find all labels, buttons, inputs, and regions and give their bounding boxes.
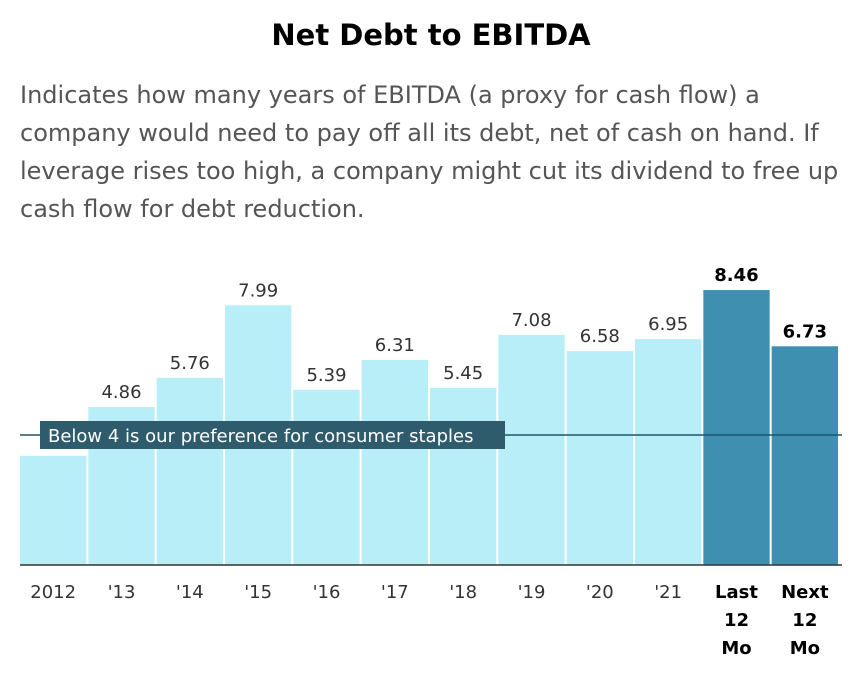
x-tick-label-0: 2012 bbox=[30, 582, 76, 603]
bar-8 bbox=[566, 351, 633, 565]
bar-5 bbox=[361, 359, 428, 565]
bar-4 bbox=[293, 389, 360, 565]
bar-2 bbox=[156, 377, 223, 565]
x-tick-label-4: '16 bbox=[313, 582, 341, 603]
value-label-10: 8.46 bbox=[714, 265, 758, 286]
bar-10 bbox=[703, 290, 770, 565]
x-tick-line: 12 bbox=[792, 610, 817, 631]
value-label-3: 7.99 bbox=[238, 280, 278, 301]
x-tick-line: '13 bbox=[108, 582, 136, 603]
value-label-2: 5.76 bbox=[170, 353, 210, 374]
chart-title: Net Debt to EBITDA bbox=[271, 18, 591, 52]
x-tick-label-11: Next 12 Mo bbox=[781, 582, 829, 659]
x-tick-line: '15 bbox=[244, 582, 272, 603]
x-tick-label-6: '18 bbox=[449, 582, 477, 603]
value-labels-group: 34.865.767.995.396.315.457.086.586.958.4… bbox=[47, 265, 827, 452]
x-tick-label-5: '17 bbox=[381, 582, 409, 603]
x-tick-line: '20 bbox=[586, 582, 614, 603]
x-tick-line: Next bbox=[781, 582, 829, 603]
bar-0 bbox=[20, 455, 87, 565]
bar-6 bbox=[430, 387, 497, 565]
x-tick-line: Mo bbox=[790, 638, 820, 659]
x-tick-line: 2012 bbox=[30, 582, 76, 603]
x-tick-line: '18 bbox=[449, 582, 477, 603]
value-label-4: 5.39 bbox=[306, 365, 346, 386]
bar-9 bbox=[635, 339, 702, 565]
chart-subtitle: Indicates how many years of EBITDA (a pr… bbox=[20, 81, 839, 223]
value-label-9: 6.95 bbox=[648, 314, 688, 335]
value-label-11: 6.73 bbox=[783, 321, 827, 342]
x-tick-label-2: '14 bbox=[176, 582, 204, 603]
x-tick-line: '14 bbox=[176, 582, 204, 603]
x-tick-line: '16 bbox=[313, 582, 341, 603]
bar-7 bbox=[498, 334, 565, 565]
x-tick-label-10: Last 12 Mo bbox=[715, 582, 758, 659]
reference-label-background bbox=[40, 421, 505, 449]
x-tick-line: '19 bbox=[518, 582, 546, 603]
x-tick-label-8: '20 bbox=[586, 582, 614, 603]
value-label-6: 5.45 bbox=[443, 363, 483, 384]
value-label-7: 7.08 bbox=[511, 310, 551, 331]
x-tick-label-1: '13 bbox=[108, 582, 136, 603]
value-label-8: 6.58 bbox=[580, 326, 620, 347]
x-tick-line: '17 bbox=[381, 582, 409, 603]
value-label-1: 4.86 bbox=[101, 382, 141, 403]
x-tick-label-9: '21 bbox=[654, 582, 682, 603]
x-ticks-group: 2012'13'14'15'16'17'18'19'20'21 Last 12 MoN… bbox=[30, 582, 829, 659]
x-tick-line: Last bbox=[715, 582, 758, 603]
bar-11 bbox=[771, 346, 838, 565]
reference-line-group: Below 4 is our preference for consumer s… bbox=[20, 421, 842, 449]
x-tick-line: Mo bbox=[721, 638, 751, 659]
x-tick-label-3: '15 bbox=[244, 582, 272, 603]
value-label-5: 6.31 bbox=[375, 335, 415, 356]
x-tick-label-7: '19 bbox=[518, 582, 546, 603]
x-tick-line: 12 bbox=[724, 610, 749, 631]
x-tick-line: '21 bbox=[654, 582, 682, 603]
reference-label: Below 4 is our preference for consumer s… bbox=[48, 426, 473, 447]
